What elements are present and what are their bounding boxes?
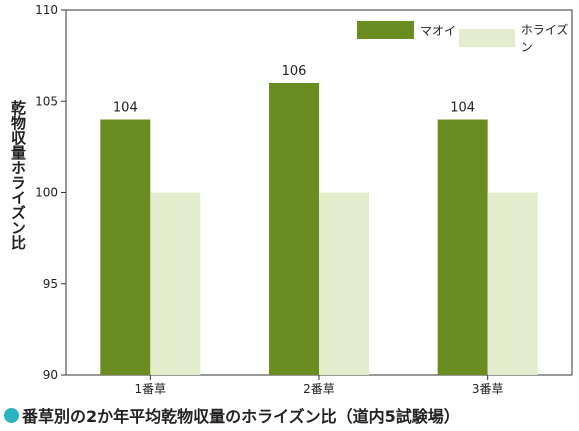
y-axis-label: 乾物収量ホライズン比 (9, 100, 27, 250)
figure-caption: 番草別の2か年平均乾物収量のホライズン比（道内5試験場） (4, 404, 460, 426)
x-tick-label: 3番草 (472, 382, 504, 396)
bar-maoi-1 (100, 119, 151, 375)
y-axis-ticks: 90 95 100 105 110 (35, 3, 66, 382)
caption-bullet-icon (4, 407, 19, 423)
legend-item-horizon: ホライズン (459, 21, 579, 55)
bar-maoi-3 (437, 119, 488, 375)
legend-label-horizon: ホライズン (520, 23, 569, 54)
bar-maoi-2 (269, 83, 319, 375)
bar-horizon-2 (319, 192, 369, 375)
y-tick-label: 90 (43, 368, 58, 382)
legend-swatch-horizon (459, 29, 515, 47)
y-tick-label: 105 (35, 94, 58, 108)
bar-series: 104 106 104 (100, 64, 538, 375)
bar-horizon-3 (487, 192, 538, 375)
y-tick-label: 100 (35, 186, 58, 200)
bar-horizon-1 (150, 192, 201, 375)
data-label: 106 (282, 64, 307, 79)
data-label: 104 (113, 101, 138, 116)
x-tick-label: 1番草 (135, 382, 167, 396)
data-label: 104 (450, 101, 475, 116)
legend-swatch-maoi (357, 21, 414, 39)
legend-item-maoi: マオイ (357, 21, 456, 39)
caption-text: 番草別の2か年平均乾物収量のホライズン比（道内5試験場） (22, 407, 460, 426)
y-tick-label: 110 (35, 3, 58, 17)
y-tick-label: 95 (43, 277, 58, 291)
x-axis-ticks: 1番草 2番草 3番草 (135, 375, 504, 396)
x-tick-label: 2番草 (303, 382, 335, 396)
legend-label-maoi: マオイ (420, 23, 457, 38)
bar-chart: 90 95 100 105 110 104 106 104 1番草 2番草 3番草 (35, 3, 573, 396)
